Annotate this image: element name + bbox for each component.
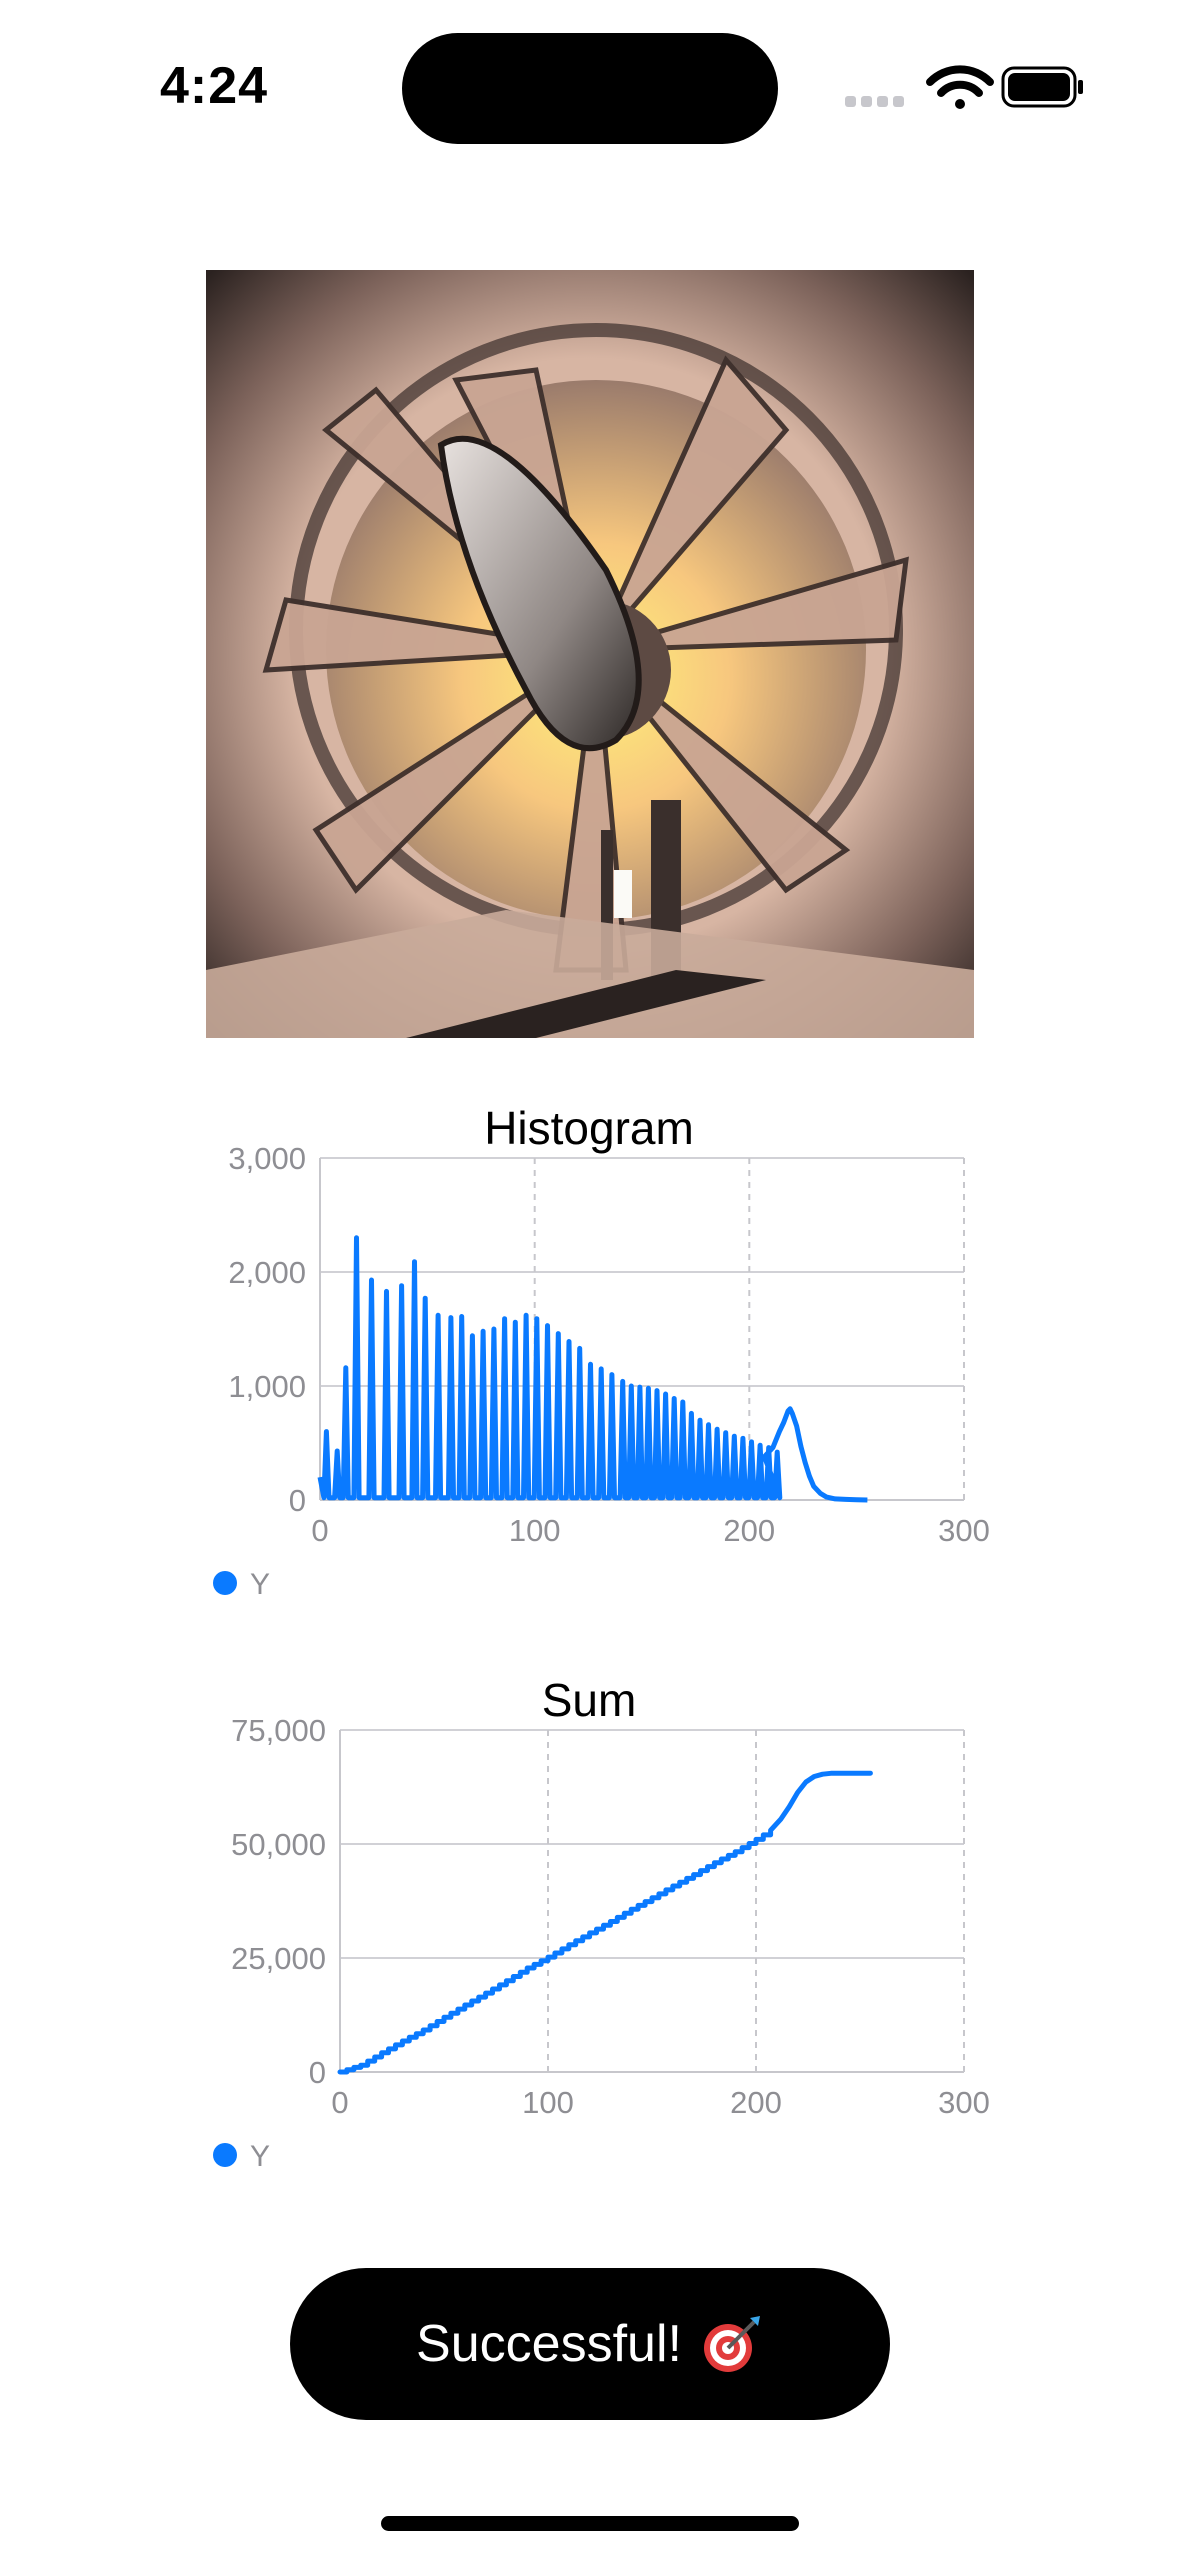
hist-ytick-3000: 3,000 — [228, 1141, 306, 1176]
bullseye-dart-icon — [703, 2316, 760, 2372]
hist-ytick-2000: 2,000 — [228, 1255, 306, 1290]
sum-xtick-0: 0 — [331, 2085, 348, 2120]
hist-xtick-300: 300 — [938, 1513, 990, 1548]
status-time: 4:24 — [160, 57, 269, 115]
sum-series-line — [337, 1770, 873, 2075]
cellular-signal-icon — [845, 96, 904, 107]
wifi-icon — [926, 65, 994, 109]
sum-ytick-0: 0 — [309, 2055, 326, 2090]
sum-xtick-300: 300 — [938, 2085, 990, 2120]
hist-xtick-100: 100 — [509, 1513, 561, 1548]
hist-xtick-200: 200 — [723, 1513, 775, 1548]
status-bar: 4:24 — [0, 0, 1179, 170]
successful-button[interactable]: Successful! — [290, 2268, 890, 2420]
status-icons — [845, 65, 1083, 109]
sum-grid — [339, 1729, 965, 2073]
histogram-legend-marker — [213, 1571, 237, 1595]
hist-ytick-0: 0 — [289, 1483, 306, 1518]
histogram-legend: Y — [213, 1568, 270, 1601]
sum-xtick-100: 100 — [522, 2085, 574, 2120]
histogram-legend-label: Y — [250, 1568, 270, 1601]
home-indicator — [381, 2516, 799, 2531]
histogram-series-line — [317, 1235, 868, 1503]
sum-legend-label: Y — [250, 2140, 270, 2173]
histogram-title: Histogram — [484, 1102, 694, 1154]
battery-icon — [1001, 66, 1083, 108]
sum-ytick-25000: 25,000 — [231, 1941, 326, 1976]
sum-legend-marker — [213, 2143, 237, 2167]
histogram-chart: Histogram 3,000 2,000 1,000 0 0 100 200 … — [190, 1100, 1010, 1620]
processed-photo — [206, 270, 974, 1038]
successful-button-label: Successful! — [416, 2315, 682, 2373]
sum-ytick-75000: 75,000 — [231, 1713, 326, 1748]
sum-title: Sum — [542, 1674, 637, 1726]
sum-xtick-200: 200 — [730, 2085, 782, 2120]
hist-xtick-0: 0 — [311, 1513, 328, 1548]
hist-ytick-1000: 1,000 — [228, 1369, 306, 1404]
sum-legend: Y — [213, 2140, 270, 2173]
dynamic-island — [402, 33, 778, 144]
sum-chart: Sum 75,000 50,000 25,000 0 0 100 200 300… — [190, 1672, 1010, 2192]
sum-ytick-50000: 50,000 — [231, 1827, 326, 1862]
